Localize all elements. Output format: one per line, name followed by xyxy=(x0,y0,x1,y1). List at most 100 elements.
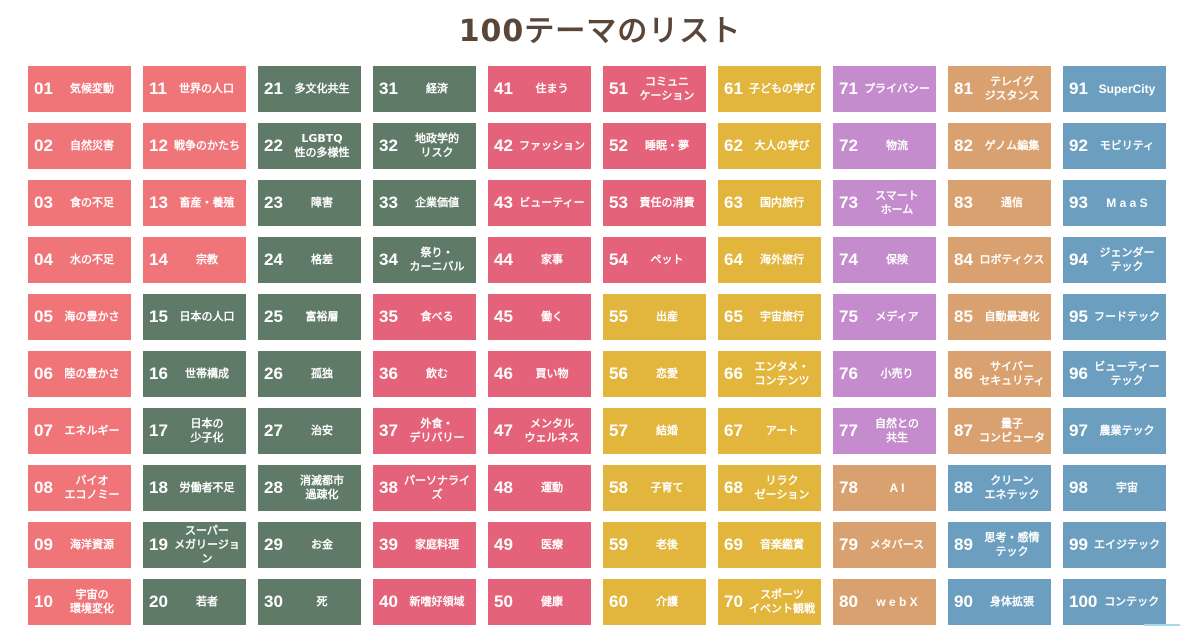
theme-tile: 27 治安 xyxy=(258,408,361,454)
theme-tile: 33 企業価値 xyxy=(373,180,476,226)
theme-label: メンタル ウェルネス xyxy=(524,417,580,444)
theme-number: 53 xyxy=(609,193,628,212)
theme-tile: 78 A I xyxy=(833,465,936,511)
theme-tile: 99 エイジテック xyxy=(1063,522,1166,568)
theme-number: 51 xyxy=(609,79,628,98)
theme-number: 78 xyxy=(839,478,858,497)
theme-tile: 58 子育て xyxy=(603,465,706,511)
theme-tile: 14 宗教 xyxy=(143,237,246,283)
theme-tile: 28 消滅都市 過疎化 xyxy=(258,465,361,511)
theme-label: 働く xyxy=(540,310,563,324)
theme-number: 30 xyxy=(264,592,283,611)
theme-number: 83 xyxy=(954,193,973,212)
theme-tile: 72 物流 xyxy=(833,123,936,169)
theme-tile: 69 音楽鑑賞 xyxy=(718,522,821,568)
theme-tile: 97 農業テック xyxy=(1063,408,1166,454)
theme-tile: 80 w e b X xyxy=(833,579,936,625)
theme-tile: 21 多文化共生 xyxy=(258,66,361,112)
theme-tile: 68 リラク ゼーション xyxy=(718,465,821,511)
theme-label: 出産 xyxy=(655,310,678,324)
theme-label: パーソナライズ xyxy=(403,474,470,501)
theme-label: 水の不足 xyxy=(69,253,114,267)
theme-tile: 36 飲む xyxy=(373,351,476,397)
theme-label: 畜産・養殖 xyxy=(179,196,235,210)
theme-label: 若者 xyxy=(195,595,218,609)
theme-tile: 31 経済 xyxy=(373,66,476,112)
theme-number: 39 xyxy=(379,535,398,554)
theme-label: 小売り xyxy=(880,367,914,381)
theme-label: M a a S xyxy=(1106,195,1148,210)
theme-tile: 09 海洋資源 xyxy=(28,522,131,568)
theme-number: 69 xyxy=(724,535,743,554)
theme-number: 35 xyxy=(379,307,398,326)
theme-label: 祭り・ カーニバル xyxy=(409,246,465,273)
theme-tile: 70 スポーツ イベント観戦 xyxy=(718,579,821,625)
theme-label: 世界の人口 xyxy=(178,82,234,96)
theme-number: 14 xyxy=(149,250,168,269)
theme-label: 自然災害 xyxy=(69,139,114,153)
theme-tile: 48 運動 xyxy=(488,465,591,511)
theme-label: 保険 xyxy=(885,253,908,267)
theme-tile: 34 祭り・ カーニバル xyxy=(373,237,476,283)
theme-label: 音楽鑑賞 xyxy=(759,538,804,552)
theme-label: 思考・感情 テック xyxy=(984,531,1040,558)
theme-tile: 84 ロボティクス xyxy=(948,237,1051,283)
theme-number: 84 xyxy=(954,250,973,269)
theme-label: 地政学的 リスク xyxy=(414,132,459,159)
theme-number: 96 xyxy=(1069,364,1088,383)
theme-number: 21 xyxy=(264,79,283,98)
theme-number: 100 xyxy=(1069,592,1098,611)
theme-tile: 52 睡眠・夢 xyxy=(603,123,706,169)
theme-label: 格差 xyxy=(310,253,333,267)
theme-number: 90 xyxy=(954,592,973,611)
theme-number: 40 xyxy=(379,592,398,611)
theme-number: 16 xyxy=(149,364,168,383)
theme-tile: 64 海外旅行 xyxy=(718,237,821,283)
theme-label: ビューティー xyxy=(519,196,585,210)
theme-number: 94 xyxy=(1069,250,1088,269)
theme-tile: 46 買い物 xyxy=(488,351,591,397)
theme-number: 34 xyxy=(379,250,398,269)
theme-tile: 19 スーパー メガリージョン xyxy=(143,522,246,568)
theme-number: 95 xyxy=(1069,307,1088,326)
theme-label: クリーン エネテック xyxy=(984,474,1040,501)
theme-number: 62 xyxy=(724,136,743,155)
theme-number: 28 xyxy=(264,478,283,497)
theme-number: 87 xyxy=(954,421,973,440)
theme-number: 45 xyxy=(494,307,513,326)
theme-tile: 96 ビューティー テック xyxy=(1063,351,1166,397)
theme-number: 54 xyxy=(609,250,628,269)
theme-tile: 63 国内旅行 xyxy=(718,180,821,226)
theme-tile: 02 自然災害 xyxy=(28,123,131,169)
theme-number: 06 xyxy=(34,364,53,383)
theme-label: 自動最適化 xyxy=(984,310,1040,324)
theme-number: 50 xyxy=(494,592,513,611)
theme-label: 経済 xyxy=(425,82,448,96)
theme-tile: 89 思考・感情 テック xyxy=(948,522,1051,568)
theme-label: エネルギー xyxy=(64,424,120,438)
theme-number: 48 xyxy=(494,478,513,497)
theme-label: エイジテック xyxy=(1093,538,1160,552)
theme-number: 22 xyxy=(264,136,283,155)
theme-number: 20 xyxy=(149,592,168,611)
theme-label: 睡眠・夢 xyxy=(644,139,689,153)
theme-number: 60 xyxy=(609,592,628,611)
theme-label: コミュニ ケーション xyxy=(639,75,695,102)
theme-tile: 12 戦争のかたち xyxy=(143,123,246,169)
theme-tile: 98 宇宙 xyxy=(1063,465,1166,511)
theme-label: 海洋資源 xyxy=(69,538,114,552)
theme-number: 70 xyxy=(724,592,743,611)
theme-tile: 44 家事 xyxy=(488,237,591,283)
theme-number: 93 xyxy=(1069,193,1088,212)
theme-label: 宇宙 xyxy=(1115,481,1138,495)
theme-tile: 93 M a a S xyxy=(1063,180,1166,226)
theme-label: 介護 xyxy=(655,595,678,609)
theme-number: 76 xyxy=(839,364,858,383)
theme-label: 通信 xyxy=(1000,196,1023,210)
theme-number: 82 xyxy=(954,136,973,155)
theme-label: 戦争のかたち xyxy=(173,139,240,153)
theme-tile: 03 食の不足 xyxy=(28,180,131,226)
theme-number: 77 xyxy=(839,421,858,440)
theme-number: 55 xyxy=(609,307,628,326)
theme-label: 食べる xyxy=(420,310,454,324)
